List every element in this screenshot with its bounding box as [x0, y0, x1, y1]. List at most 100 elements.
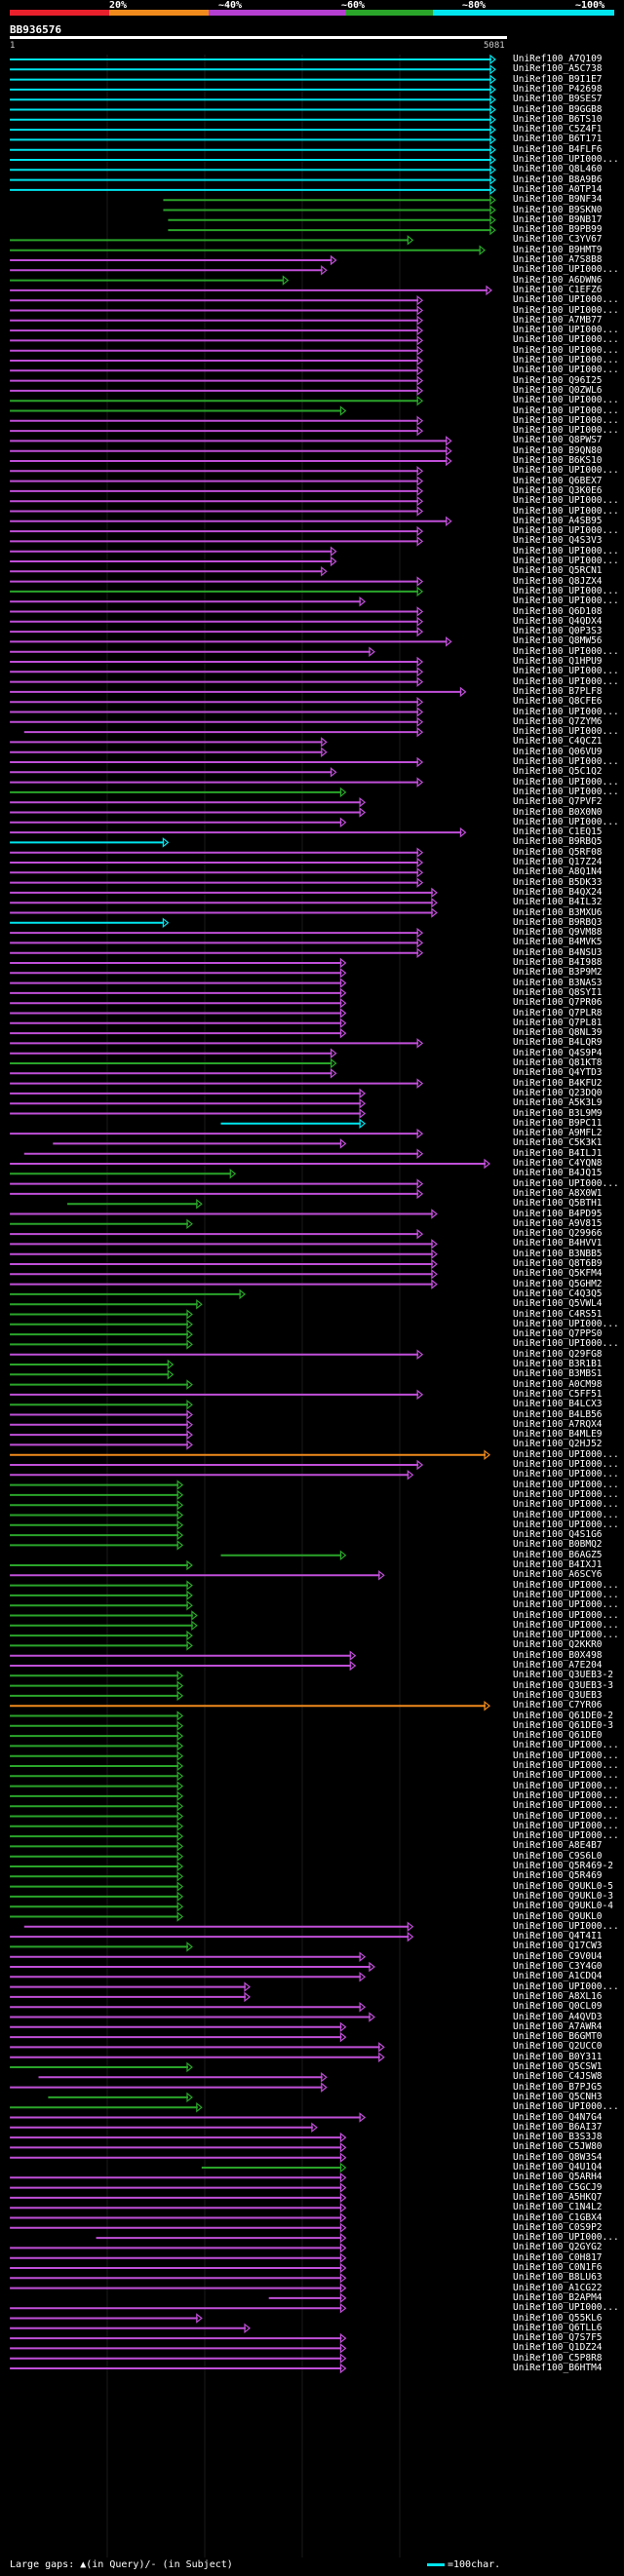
hit-label[interactable]: UniRef100_Q9UKL0-3 [513, 1890, 613, 1902]
hit-label[interactable]: UniRef100_B2APM4 [513, 2291, 603, 2303]
hit-label[interactable]: UniRef100_A7E204 [513, 1660, 603, 1671]
hit-label[interactable]: UniRef100_UPI000... [513, 1789, 619, 1801]
hit-label[interactable]: UniRef100_Q55KL6 [513, 2312, 603, 2324]
hit-label[interactable]: UniRef100_Q8JZX4 [513, 575, 603, 587]
hit-label[interactable]: UniRef100_Q9VM88 [513, 927, 603, 939]
hit-label[interactable]: UniRef100_A9MFL2 [513, 1128, 603, 1139]
hit-label[interactable]: UniRef100_B4IL32 [513, 897, 603, 908]
hit-label[interactable]: UniRef100_UPI000... [513, 294, 619, 306]
hit-label[interactable]: UniRef100_B4LQR9 [513, 1037, 603, 1049]
hit-label[interactable]: UniRef100_A7AWR4 [513, 2020, 603, 2032]
hit-label[interactable]: UniRef100_A8XL16 [513, 1990, 603, 2002]
hit-label[interactable]: UniRef100_UPI000... [513, 2302, 619, 2314]
hit-label[interactable]: UniRef100_Q17CW3 [513, 1941, 603, 1952]
hit-label[interactable]: UniRef100_UPI000... [513, 465, 619, 477]
hit-label[interactable]: UniRef100_Q5RF08 [513, 846, 603, 858]
hit-label[interactable]: UniRef100_B3MBS1 [513, 1368, 603, 1380]
hit-label[interactable]: UniRef100_B6T171 [513, 134, 603, 145]
hit-label[interactable]: UniRef100_UPI000... [513, 1479, 619, 1490]
hit-label[interactable]: UniRef100_B9NB17 [513, 213, 603, 225]
hit-label[interactable]: UniRef100_C9V0U4 [513, 1950, 603, 1962]
hit-label[interactable]: UniRef100_Q9UKL0-4 [513, 1901, 613, 1912]
hit-label[interactable]: UniRef100_Q5KFM4 [513, 1268, 603, 1280]
hit-label[interactable]: UniRef100_C4QCZ1 [513, 736, 603, 748]
hit-label[interactable]: UniRef100_B4LCX3 [513, 1399, 603, 1410]
hit-label[interactable]: UniRef100_B4MLE9 [513, 1429, 603, 1441]
hit-label[interactable]: UniRef100_UPI000... [513, 1619, 619, 1631]
hit-label[interactable]: UniRef100_B3L9M9 [513, 1107, 603, 1119]
hit-label[interactable]: UniRef100_UPI000... [513, 786, 619, 797]
hit-label[interactable]: UniRef100_UPI000... [513, 1830, 619, 1842]
hit-label[interactable]: UniRef100_UPI000... [513, 545, 619, 557]
hit-label[interactable]: UniRef100_Q8T6B9 [513, 1258, 603, 1269]
hit-label[interactable]: UniRef100_B9I1E7 [513, 73, 603, 85]
hit-label[interactable]: UniRef100_C4JSW8 [513, 2071, 603, 2083]
hit-label[interactable]: UniRef100_UPI000... [513, 425, 619, 437]
hit-label[interactable]: UniRef100_B4QX24 [513, 886, 603, 898]
hit-label[interactable]: UniRef100_C4YQN8 [513, 1158, 603, 1169]
hit-label[interactable]: UniRef100_Q5R469 [513, 1870, 603, 1882]
hit-label[interactable]: UniRef100_B9HMT9 [513, 244, 603, 255]
hit-label[interactable]: UniRef100_Q96I25 [513, 374, 603, 386]
hit-label[interactable]: UniRef100_Q6BEX7 [513, 475, 603, 486]
hit-label[interactable]: UniRef100_A6DWN6 [513, 274, 603, 286]
hit-label[interactable]: UniRef100_UPI000... [513, 1579, 619, 1591]
hit-label[interactable]: UniRef100_B4JQ15 [513, 1168, 603, 1179]
hit-label[interactable]: UniRef100_UPI000... [513, 1630, 619, 1641]
hit-label[interactable]: UniRef100_Q4YTD3 [513, 1067, 603, 1079]
hit-label[interactable]: UniRef100_UPI000... [513, 666, 619, 677]
hit-label[interactable]: UniRef100_UPI000... [513, 756, 619, 767]
hit-label[interactable]: UniRef100_UPI000... [513, 1760, 619, 1771]
hit-label[interactable]: UniRef100_C1N4L2 [513, 2202, 603, 2213]
hit-label[interactable]: UniRef100_UPI000... [513, 645, 619, 657]
hit-label[interactable]: UniRef100_Q4S3V3 [513, 535, 603, 547]
hit-label[interactable]: UniRef100_UPI000... [513, 1519, 619, 1530]
hit-label[interactable]: UniRef100_B3P9M2 [513, 967, 603, 979]
hit-label[interactable]: UniRef100_UPI000... [513, 1810, 619, 1822]
hit-label[interactable]: UniRef100_Q7ZYM6 [513, 715, 603, 727]
hit-label[interactable]: UniRef100_A5K3L9 [513, 1097, 603, 1109]
hit-label[interactable]: UniRef100_B4ILJ1 [513, 1147, 603, 1159]
hit-label[interactable]: UniRef100_C4RS51 [513, 1308, 603, 1320]
hit-label[interactable]: UniRef100_Q8CFE6 [513, 696, 603, 708]
hit-label[interactable]: UniRef100_B3NAS3 [513, 977, 603, 988]
hit-label[interactable]: UniRef100_Q4S1G6 [513, 1529, 603, 1541]
hit-label[interactable]: UniRef100_B6GMT0 [513, 2031, 603, 2043]
hit-label[interactable]: UniRef100_B6TS10 [513, 113, 603, 125]
hit-label[interactable]: UniRef100_Q5R469-2 [513, 1861, 613, 1871]
hit-label[interactable]: UniRef100_Q2HJ52 [513, 1439, 603, 1450]
hit-label[interactable]: UniRef100_Q4U1Q4 [513, 2162, 603, 2172]
hit-label[interactable]: UniRef100_Q5BTH1 [513, 1198, 603, 1210]
hit-label[interactable]: UniRef100_B4I988 [513, 957, 603, 968]
hit-label[interactable]: UniRef100_B7PJG5 [513, 2081, 603, 2093]
hit-label[interactable]: UniRef100_UPI000... [513, 2232, 619, 2244]
hit-label[interactable]: UniRef100_Q5CNH3 [513, 2091, 603, 2102]
hit-label[interactable]: UniRef100_B3S3J8 [513, 2132, 603, 2143]
hit-label[interactable]: UniRef100_C1EQ15 [513, 827, 603, 838]
hit-label[interactable]: UniRef100_Q3UEB3-2 [513, 1670, 613, 1681]
hit-label[interactable]: UniRef100_B9QN80 [513, 444, 603, 456]
hit-label[interactable]: UniRef100_UPI000... [513, 1488, 619, 1500]
hit-label[interactable]: UniRef100_B4FLF6 [513, 143, 603, 155]
hit-label[interactable]: UniRef100_B3MXU6 [513, 906, 603, 918]
hit-label[interactable]: UniRef100_Q2KKR0 [513, 1639, 603, 1651]
hit-label[interactable]: UniRef100_A7RQX4 [513, 1418, 603, 1430]
hit-label[interactable]: UniRef100_Q81KT8 [513, 1057, 603, 1068]
hit-label[interactable]: UniRef100_C5JW80 [513, 2141, 603, 2153]
hit-label[interactable]: UniRef100_A6SCY6 [513, 1569, 603, 1581]
hit-label[interactable]: UniRef100_C1EFZ6 [513, 284, 603, 295]
hit-label[interactable]: UniRef100_C3Y4G0 [513, 1961, 603, 1972]
hit-label[interactable]: UniRef100_A4QVD3 [513, 2011, 603, 2022]
hit-label[interactable]: UniRef100_B6HTM4 [513, 2363, 603, 2373]
hit-label[interactable]: UniRef100_B9SKN0 [513, 204, 603, 215]
hit-label[interactable]: UniRef100_UPI000... [513, 414, 619, 426]
hit-label[interactable]: UniRef100_Q4QDX4 [513, 615, 603, 627]
hit-label[interactable]: UniRef100_C7YR06 [513, 1700, 603, 1711]
hit-label[interactable]: UniRef100_UPI000... [513, 2101, 619, 2113]
hit-label[interactable]: UniRef100_B4HVV1 [513, 1238, 603, 1250]
hit-label[interactable]: UniRef100_UPI000... [513, 154, 619, 165]
hit-label[interactable]: UniRef100_B4PD95 [513, 1208, 603, 1219]
hit-label[interactable]: UniRef100_C9S6L0 [513, 1850, 603, 1862]
hit-label[interactable]: UniRef100_Q4S9P4 [513, 1047, 603, 1058]
hit-label[interactable]: UniRef100_A8Q1N4 [513, 866, 603, 878]
